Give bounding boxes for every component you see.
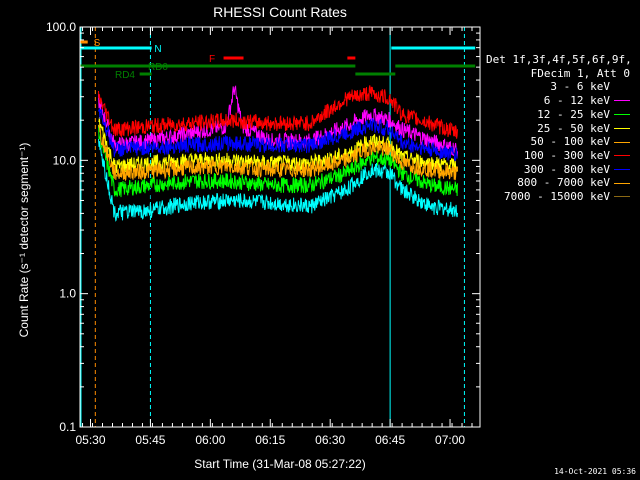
legend-label: 7000 - 15000 keV: [504, 190, 610, 204]
legend-item: 800 - 7000 keV: [486, 176, 630, 190]
plot-frame: [79, 26, 481, 428]
x-axis-label: Start Time (31-Mar-08 05:27:22): [194, 457, 365, 471]
footer-timestamp: 14-Oct-2021 05:36: [554, 467, 636, 476]
x-tick-label: 06:00: [195, 433, 225, 447]
legend-swatch: [614, 127, 630, 129]
legend-swatch: [614, 182, 630, 184]
status-label-s: S: [94, 38, 101, 49]
x-tick-label: 06:30: [315, 433, 345, 447]
legend-item: 300 - 800 keV: [486, 163, 630, 177]
status-label-rd4: RD4: [115, 70, 135, 81]
legend-item: 7000 - 15000 keV: [486, 190, 630, 204]
x-tick-label: 07:00: [435, 433, 465, 447]
legend-label: 100 - 300 keV: [523, 148, 610, 162]
status-label-f: F: [209, 54, 215, 65]
legend-title: Det 1f,3f,4f,5f,6f,9f, FDecim 1, Att 0: [486, 53, 632, 80]
series-line-50-100-kev: [98, 124, 458, 182]
legend-swatch: [614, 168, 630, 170]
legend-item: 6 - 12 keV: [486, 94, 630, 108]
legend-swatch: [614, 141, 630, 143]
series-line-12-25-kev: [98, 125, 458, 198]
legend-swatch: [614, 155, 630, 157]
legend-label: 25 - 50 keV: [537, 121, 610, 135]
legend-item: 3 - 6 keV: [486, 80, 630, 94]
legend-item: 100 - 300 keV: [486, 149, 630, 163]
status-label-n: N: [154, 44, 161, 55]
legend-label: 3 - 6 keV: [550, 80, 610, 94]
y-tick-label: 10.0: [53, 153, 77, 167]
y-tick-label: 0.1: [59, 420, 76, 434]
status-label-rd0: RD0: [148, 62, 168, 73]
legend-item: 12 - 25 keV: [486, 108, 630, 122]
x-tick-label: 05:30: [76, 433, 106, 447]
y-axis-label: Count Rate (s⁻¹ detector segment⁻¹): [17, 143, 31, 338]
legend-label: 6 - 12 keV: [543, 94, 610, 108]
chart-title: RHESSI Count Rates: [213, 4, 347, 20]
y-tick-label: 1.0: [59, 287, 76, 301]
x-tick-label: 06:15: [255, 433, 285, 447]
legend-item: 25 - 50 keV: [486, 122, 630, 136]
legend-label: 300 - 800 keV: [523, 162, 610, 176]
legend-label: 50 - 100 keV: [530, 135, 610, 149]
series-line-300-800-kev: [98, 107, 458, 162]
legend: Det 1f,3f,4f,5f,6f,9f, FDecim 1, Att 0 3…: [486, 53, 632, 204]
series-line-100-300-kev: [98, 85, 458, 139]
legend-label: 12 - 25 keV: [537, 107, 610, 121]
legend-swatch: [614, 114, 630, 116]
legend-swatch: [614, 196, 630, 198]
y-tick-label: 100.0: [46, 20, 76, 34]
legend-swatch: [614, 86, 630, 88]
x-tick-label: 05:45: [135, 433, 165, 447]
legend-item: 50 - 100 keV: [486, 135, 630, 149]
legend-label: 800 - 7000 keV: [517, 176, 610, 190]
legend-swatch: [614, 100, 630, 102]
series-line-unlabeled: [98, 139, 458, 222]
x-tick-label: 06:45: [375, 433, 405, 447]
